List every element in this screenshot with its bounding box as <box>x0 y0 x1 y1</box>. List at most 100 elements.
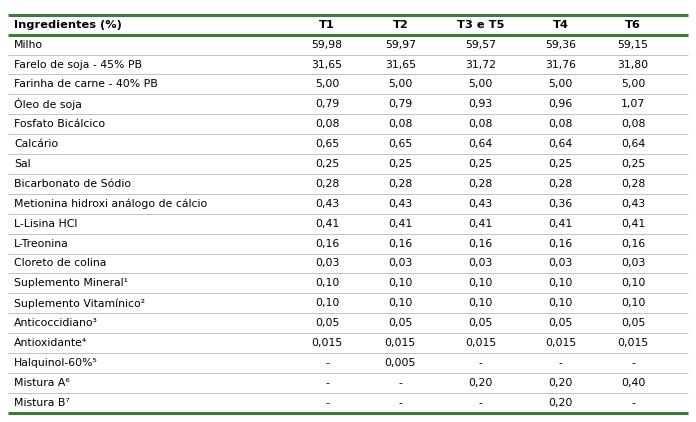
Text: 0,41: 0,41 <box>388 219 413 229</box>
Text: 0,10: 0,10 <box>621 279 645 288</box>
Text: 0,20: 0,20 <box>548 398 573 408</box>
Text: 0,08: 0,08 <box>315 119 339 129</box>
Text: 0,20: 0,20 <box>548 378 573 388</box>
Text: 0,10: 0,10 <box>548 298 573 308</box>
Text: T6: T6 <box>625 20 641 30</box>
Text: 5,00: 5,00 <box>315 79 339 89</box>
Text: Farelo de soja - 45% PB: Farelo de soja - 45% PB <box>14 60 142 70</box>
Text: 0,05: 0,05 <box>621 318 645 328</box>
Text: T3 e T5: T3 e T5 <box>457 20 504 30</box>
Text: 0,03: 0,03 <box>388 259 413 268</box>
Text: T1: T1 <box>319 20 335 30</box>
Text: -: - <box>325 398 329 408</box>
Text: 0,10: 0,10 <box>315 298 339 308</box>
Text: L-Treonina: L-Treonina <box>14 238 69 249</box>
Text: 0,08: 0,08 <box>548 119 573 129</box>
Text: Milho: Milho <box>14 40 43 50</box>
Text: 0,64: 0,64 <box>548 139 573 149</box>
Text: Farinha de carne - 40% PB: Farinha de carne - 40% PB <box>14 79 158 89</box>
Text: -: - <box>325 378 329 388</box>
Text: 59,15: 59,15 <box>617 40 649 50</box>
Text: 5,00: 5,00 <box>388 79 413 89</box>
Text: 0,16: 0,16 <box>388 238 413 249</box>
Text: T4: T4 <box>553 20 569 30</box>
Text: Halquinol-60%⁵: Halquinol-60%⁵ <box>14 358 97 368</box>
Text: Antioxidante⁴: Antioxidante⁴ <box>14 338 87 348</box>
Text: 59,36: 59,36 <box>545 40 576 50</box>
Text: 0,65: 0,65 <box>388 139 413 149</box>
Text: Calcário: Calcário <box>14 139 58 149</box>
Text: 0,28: 0,28 <box>315 179 339 189</box>
Text: -: - <box>479 358 482 368</box>
Text: Ingredientes (%): Ingredientes (%) <box>14 20 122 30</box>
Text: Cloreto de colina: Cloreto de colina <box>14 259 106 268</box>
Text: 0,25: 0,25 <box>548 159 573 169</box>
Text: 0,25: 0,25 <box>621 159 645 169</box>
Text: T2: T2 <box>393 20 408 30</box>
Text: 0,20: 0,20 <box>468 378 493 388</box>
Text: Fosfato Bicálcico: Fosfato Bicálcico <box>14 119 105 129</box>
Text: 0,10: 0,10 <box>548 279 573 288</box>
Text: 0,25: 0,25 <box>468 159 493 169</box>
Text: Óleo de soja: Óleo de soja <box>14 98 82 110</box>
Text: 0,05: 0,05 <box>315 318 339 328</box>
Text: 31,65: 31,65 <box>311 60 342 70</box>
Text: 0,25: 0,25 <box>315 159 339 169</box>
Text: 0,10: 0,10 <box>388 279 413 288</box>
Text: 0,005: 0,005 <box>385 358 416 368</box>
Text: 0,03: 0,03 <box>548 259 573 268</box>
Text: Suplemento Vitamínico²: Suplemento Vitamínico² <box>14 298 145 308</box>
Text: 59,98: 59,98 <box>311 40 342 50</box>
Text: Sal: Sal <box>14 159 31 169</box>
Text: 1,07: 1,07 <box>621 99 645 109</box>
Text: 0,96: 0,96 <box>548 99 573 109</box>
Text: 0,10: 0,10 <box>621 298 645 308</box>
Text: 0,05: 0,05 <box>388 318 413 328</box>
Text: 0,08: 0,08 <box>388 119 413 129</box>
Text: 0,05: 0,05 <box>548 318 573 328</box>
Text: 0,79: 0,79 <box>388 99 413 109</box>
Text: 0,03: 0,03 <box>468 259 493 268</box>
Text: 0,79: 0,79 <box>315 99 339 109</box>
Text: -: - <box>325 358 329 368</box>
Text: 5,00: 5,00 <box>548 79 573 89</box>
Text: 0,03: 0,03 <box>621 259 645 268</box>
Text: Anticoccidiano³: Anticoccidiano³ <box>14 318 98 328</box>
Text: 0,10: 0,10 <box>388 298 413 308</box>
Text: -: - <box>398 398 402 408</box>
Text: 0,16: 0,16 <box>468 238 493 249</box>
Text: 0,40: 0,40 <box>621 378 645 388</box>
Text: Mistura B⁷: Mistura B⁷ <box>14 398 70 408</box>
Text: 0,015: 0,015 <box>545 338 576 348</box>
Text: 31,65: 31,65 <box>385 60 416 70</box>
Text: Mistura A⁶: Mistura A⁶ <box>14 378 70 388</box>
Text: 0,36: 0,36 <box>548 199 573 209</box>
Text: 59,97: 59,97 <box>385 40 416 50</box>
Text: 0,16: 0,16 <box>548 238 573 249</box>
Text: 0,41: 0,41 <box>315 219 339 229</box>
Text: 0,015: 0,015 <box>617 338 649 348</box>
Text: -: - <box>479 398 482 408</box>
Text: 0,41: 0,41 <box>468 219 493 229</box>
Text: -: - <box>559 358 562 368</box>
Text: Metionina hidroxi análogo de cálcio: Metionina hidroxi análogo de cálcio <box>14 198 207 209</box>
Text: L-Lisina HCl: L-Lisina HCl <box>14 219 77 229</box>
Text: 0,03: 0,03 <box>315 259 339 268</box>
Text: 0,28: 0,28 <box>388 179 413 189</box>
Text: 0,10: 0,10 <box>468 298 493 308</box>
Text: 0,41: 0,41 <box>548 219 573 229</box>
Text: Suplemento Mineral¹: Suplemento Mineral¹ <box>14 279 128 288</box>
Text: 0,015: 0,015 <box>311 338 342 348</box>
Text: -: - <box>398 378 402 388</box>
Text: 0,28: 0,28 <box>468 179 493 189</box>
Text: 0,08: 0,08 <box>621 119 645 129</box>
Text: 0,16: 0,16 <box>621 238 645 249</box>
Text: 0,43: 0,43 <box>315 199 339 209</box>
Text: 0,015: 0,015 <box>465 338 496 348</box>
Text: 0,25: 0,25 <box>388 159 413 169</box>
Text: 0,08: 0,08 <box>468 119 493 129</box>
Text: Bicarbonato de Sódio: Bicarbonato de Sódio <box>14 179 131 189</box>
Text: 0,41: 0,41 <box>621 219 645 229</box>
Text: 5,00: 5,00 <box>468 79 493 89</box>
Text: 0,65: 0,65 <box>315 139 339 149</box>
